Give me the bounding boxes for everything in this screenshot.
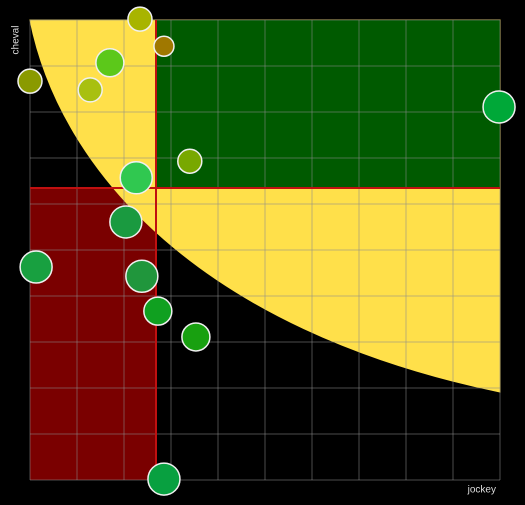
red-zone	[30, 188, 156, 480]
bubble	[177, 148, 203, 174]
bubble	[143, 296, 173, 326]
bubble	[147, 462, 181, 496]
x-axis-label: jockey	[467, 485, 496, 496]
bubble	[17, 68, 43, 94]
bubble	[482, 90, 516, 124]
bubble	[119, 161, 153, 195]
bubble	[181, 322, 211, 352]
bubble	[77, 77, 103, 103]
points	[17, 6, 516, 496]
bubble	[125, 259, 159, 293]
bubble	[109, 205, 143, 239]
bubble	[153, 35, 175, 57]
bubble	[19, 250, 53, 284]
y-axis-label: cheval	[11, 26, 22, 55]
green-zone	[156, 20, 500, 188]
grid	[29, 19, 501, 481]
bubble	[127, 6, 153, 32]
bubble	[95, 48, 125, 78]
